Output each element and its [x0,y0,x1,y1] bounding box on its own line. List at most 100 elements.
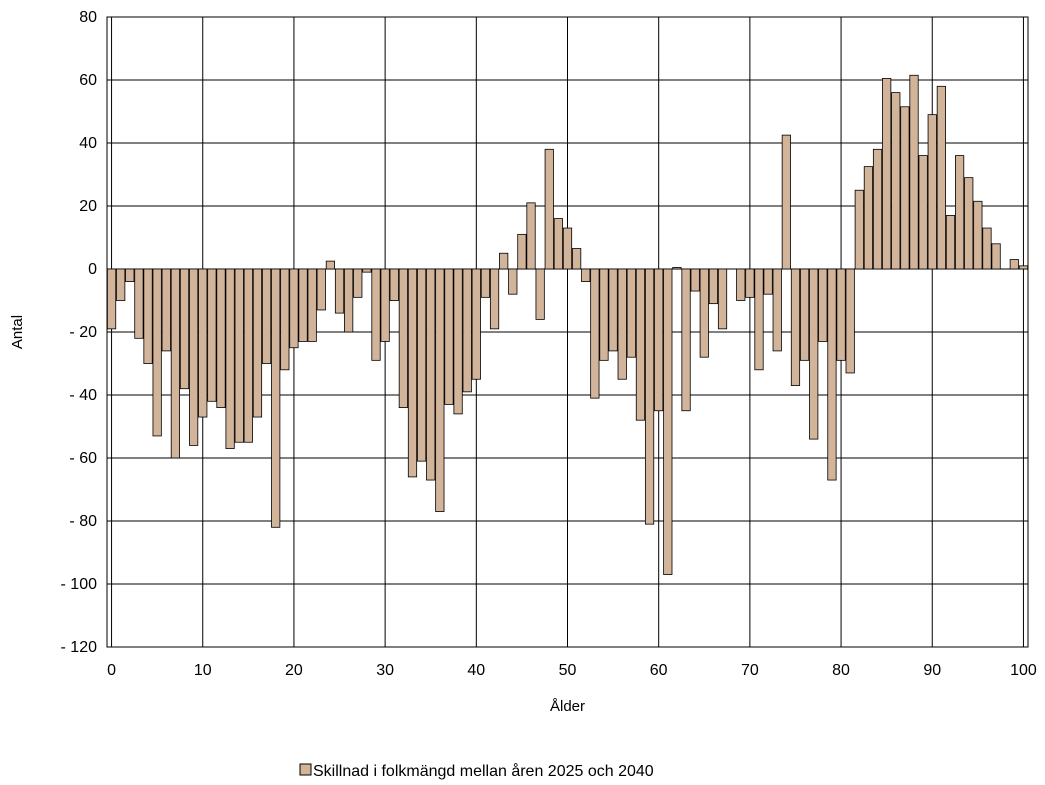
bar [225,268,235,449]
bar [116,268,126,301]
x-tick-label: 0 [107,662,116,679]
bar [125,268,135,283]
bar [635,268,646,421]
bar [863,166,874,270]
bar [955,155,965,270]
x-tick-label: 100 [1010,662,1037,679]
bar [900,106,910,270]
bar [417,268,427,462]
y-tick-label: 20 [79,198,97,215]
y-tick-label: 80 [79,9,97,26]
bar [435,268,445,512]
bar [836,268,846,361]
plot-area-frame [106,16,1029,648]
legend-swatch [299,763,312,776]
bar [334,268,345,314]
bar [517,233,527,270]
x-tick-label: 70 [741,662,759,679]
x-axis-ticks: 0 10 20 30 40 50 60 70 80 90 100 [107,662,1037,679]
bar [927,114,937,270]
bar [453,268,463,415]
bar [252,268,263,418]
bar [599,268,609,361]
x-axis-title: Ålder [550,698,585,715]
bar [353,268,363,298]
legend: Skillnad i folkmängd mellan åren 2025 oc… [299,762,654,780]
y-tick-label: 0 [88,261,97,278]
bar [663,268,673,575]
bar [553,218,563,270]
bar [827,268,837,481]
bar [1009,259,1019,270]
y-tick-label: - 20 [69,324,97,341]
bar [882,78,892,270]
x-tick-label: 30 [376,662,394,679]
bar [216,268,226,409]
bar [189,268,199,446]
bar [426,268,436,481]
bar [772,268,782,352]
y-tick-label: 40 [79,135,97,152]
bar [654,268,664,412]
bar [572,248,582,270]
bar [872,148,883,270]
bar [280,268,290,371]
bar [179,268,190,390]
bars [106,74,1029,575]
bar [690,268,700,292]
bar [398,268,408,409]
x-tick-label: 60 [650,662,668,679]
bar [389,268,399,301]
bar [608,268,618,352]
bar [781,134,791,270]
bar [581,268,591,283]
bar [444,268,454,405]
bar [526,202,536,270]
y-tick-label: - 40 [69,387,97,404]
x-tick-label: 20 [285,662,303,679]
bar [799,268,810,361]
bar [754,268,764,371]
bar [380,268,390,342]
bar [407,268,418,478]
bar [717,268,728,330]
bar [508,268,518,295]
bar [307,268,317,342]
bar [909,74,919,270]
bar [261,268,272,364]
legend-label: Skillnad i folkmängd mellan åren 2025 oc… [313,762,654,780]
bar [289,268,299,349]
bar [152,268,162,437]
y-tick-label: - 80 [69,513,97,530]
y-tick-label: - 100 [61,576,98,593]
bar [936,85,946,270]
bar [991,243,1001,270]
bar [170,268,180,459]
bar [617,268,627,380]
bar [499,252,509,270]
bar [590,268,600,399]
bar [973,200,983,270]
bar [809,268,819,440]
bar [161,268,171,352]
bar [626,268,636,358]
bar [234,268,244,443]
bar [818,268,828,342]
bar [298,268,308,342]
bar [471,268,481,380]
bar [271,268,281,528]
bar [535,268,545,320]
x-tick-label: 90 [923,662,941,679]
bar [845,268,855,374]
bar [708,268,718,305]
bar [891,92,901,270]
bar [207,268,217,402]
bar [918,155,928,270]
y-tick-label: - 60 [69,450,97,467]
bar [672,267,682,270]
bar [362,268,372,273]
bar [106,268,117,330]
bar [644,268,655,525]
